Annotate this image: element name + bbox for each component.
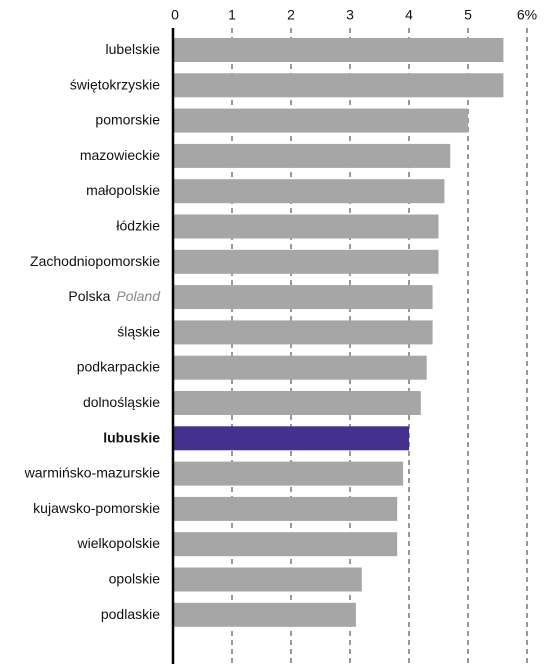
bar [173, 602, 356, 627]
category-name: małopolskie [86, 182, 160, 198]
bar [173, 38, 504, 62]
category-name: pomorskie [95, 111, 160, 127]
bar [173, 532, 398, 557]
category-name: łódzkie [116, 217, 160, 233]
y-tick-label: pomorskie [95, 111, 160, 127]
bar [173, 285, 433, 310]
category-name: świętokrzyskie [70, 76, 160, 92]
y-tick-label: opolskie [109, 570, 161, 586]
y-tick-label: Polska Poland [68, 288, 161, 304]
y-tick-label: warmińsko-mazurskie [24, 464, 161, 480]
category-name: śląskie [117, 323, 160, 339]
y-tick-label: Zachodniopomorskie [30, 253, 160, 269]
category-name: lubuskie [103, 429, 160, 445]
bar [173, 73, 504, 98]
y-tick-label: podkarpackie [77, 358, 160, 374]
x-tick-label: 6% [517, 7, 537, 23]
bar [173, 567, 362, 592]
bar [173, 143, 451, 168]
x-tick-label: 0 [171, 7, 179, 23]
y-tick-label: mazowieckie [80, 147, 160, 163]
bar [173, 426, 409, 451]
y-tick-label: świętokrzyskie [70, 76, 160, 92]
y-tick-label: lubuskie [103, 429, 160, 445]
category-name: podlaskie [101, 606, 160, 622]
y-tick-label: kujawsko-pomorskie [33, 500, 160, 516]
category-name: dolnośląskie [83, 394, 160, 410]
bar [173, 496, 398, 521]
bar [173, 320, 433, 345]
y-tick-label: śląskie [117, 323, 160, 339]
y-tick-label: dolnośląskie [83, 394, 160, 410]
x-tick-label: 2 [287, 7, 295, 23]
bar [173, 214, 439, 239]
bar [173, 461, 404, 486]
y-tick-label: podlaskie [101, 606, 160, 622]
bar [173, 355, 427, 380]
y-tick-label: małopolskie [86, 182, 160, 198]
y-tick-label: lubelskie [106, 41, 161, 57]
y-tick-label: łódzkie [116, 217, 160, 233]
bar [173, 108, 468, 133]
category-name: Zachodniopomorskie [30, 253, 160, 269]
category-name: lubelskie [106, 41, 161, 57]
category-name: kujawsko-pomorskie [33, 500, 160, 516]
category-name: mazowieckie [80, 147, 160, 163]
bar [173, 391, 421, 415]
y-tick-label: wielkopolskie [77, 535, 161, 551]
x-tick-label: 5 [464, 7, 472, 23]
x-tick-label: 3 [346, 7, 354, 23]
bar [173, 249, 439, 274]
category-name: wielkopolskie [77, 535, 161, 551]
category-name: Polska [68, 288, 110, 304]
category-translation: Poland [116, 288, 161, 304]
category-name: podkarpackie [77, 358, 160, 374]
category-name: warmińsko-mazurskie [24, 464, 161, 480]
bar [173, 179, 445, 204]
x-tick-label: 1 [228, 7, 236, 23]
x-tick-label: 4 [405, 7, 413, 23]
category-name: opolskie [109, 570, 161, 586]
